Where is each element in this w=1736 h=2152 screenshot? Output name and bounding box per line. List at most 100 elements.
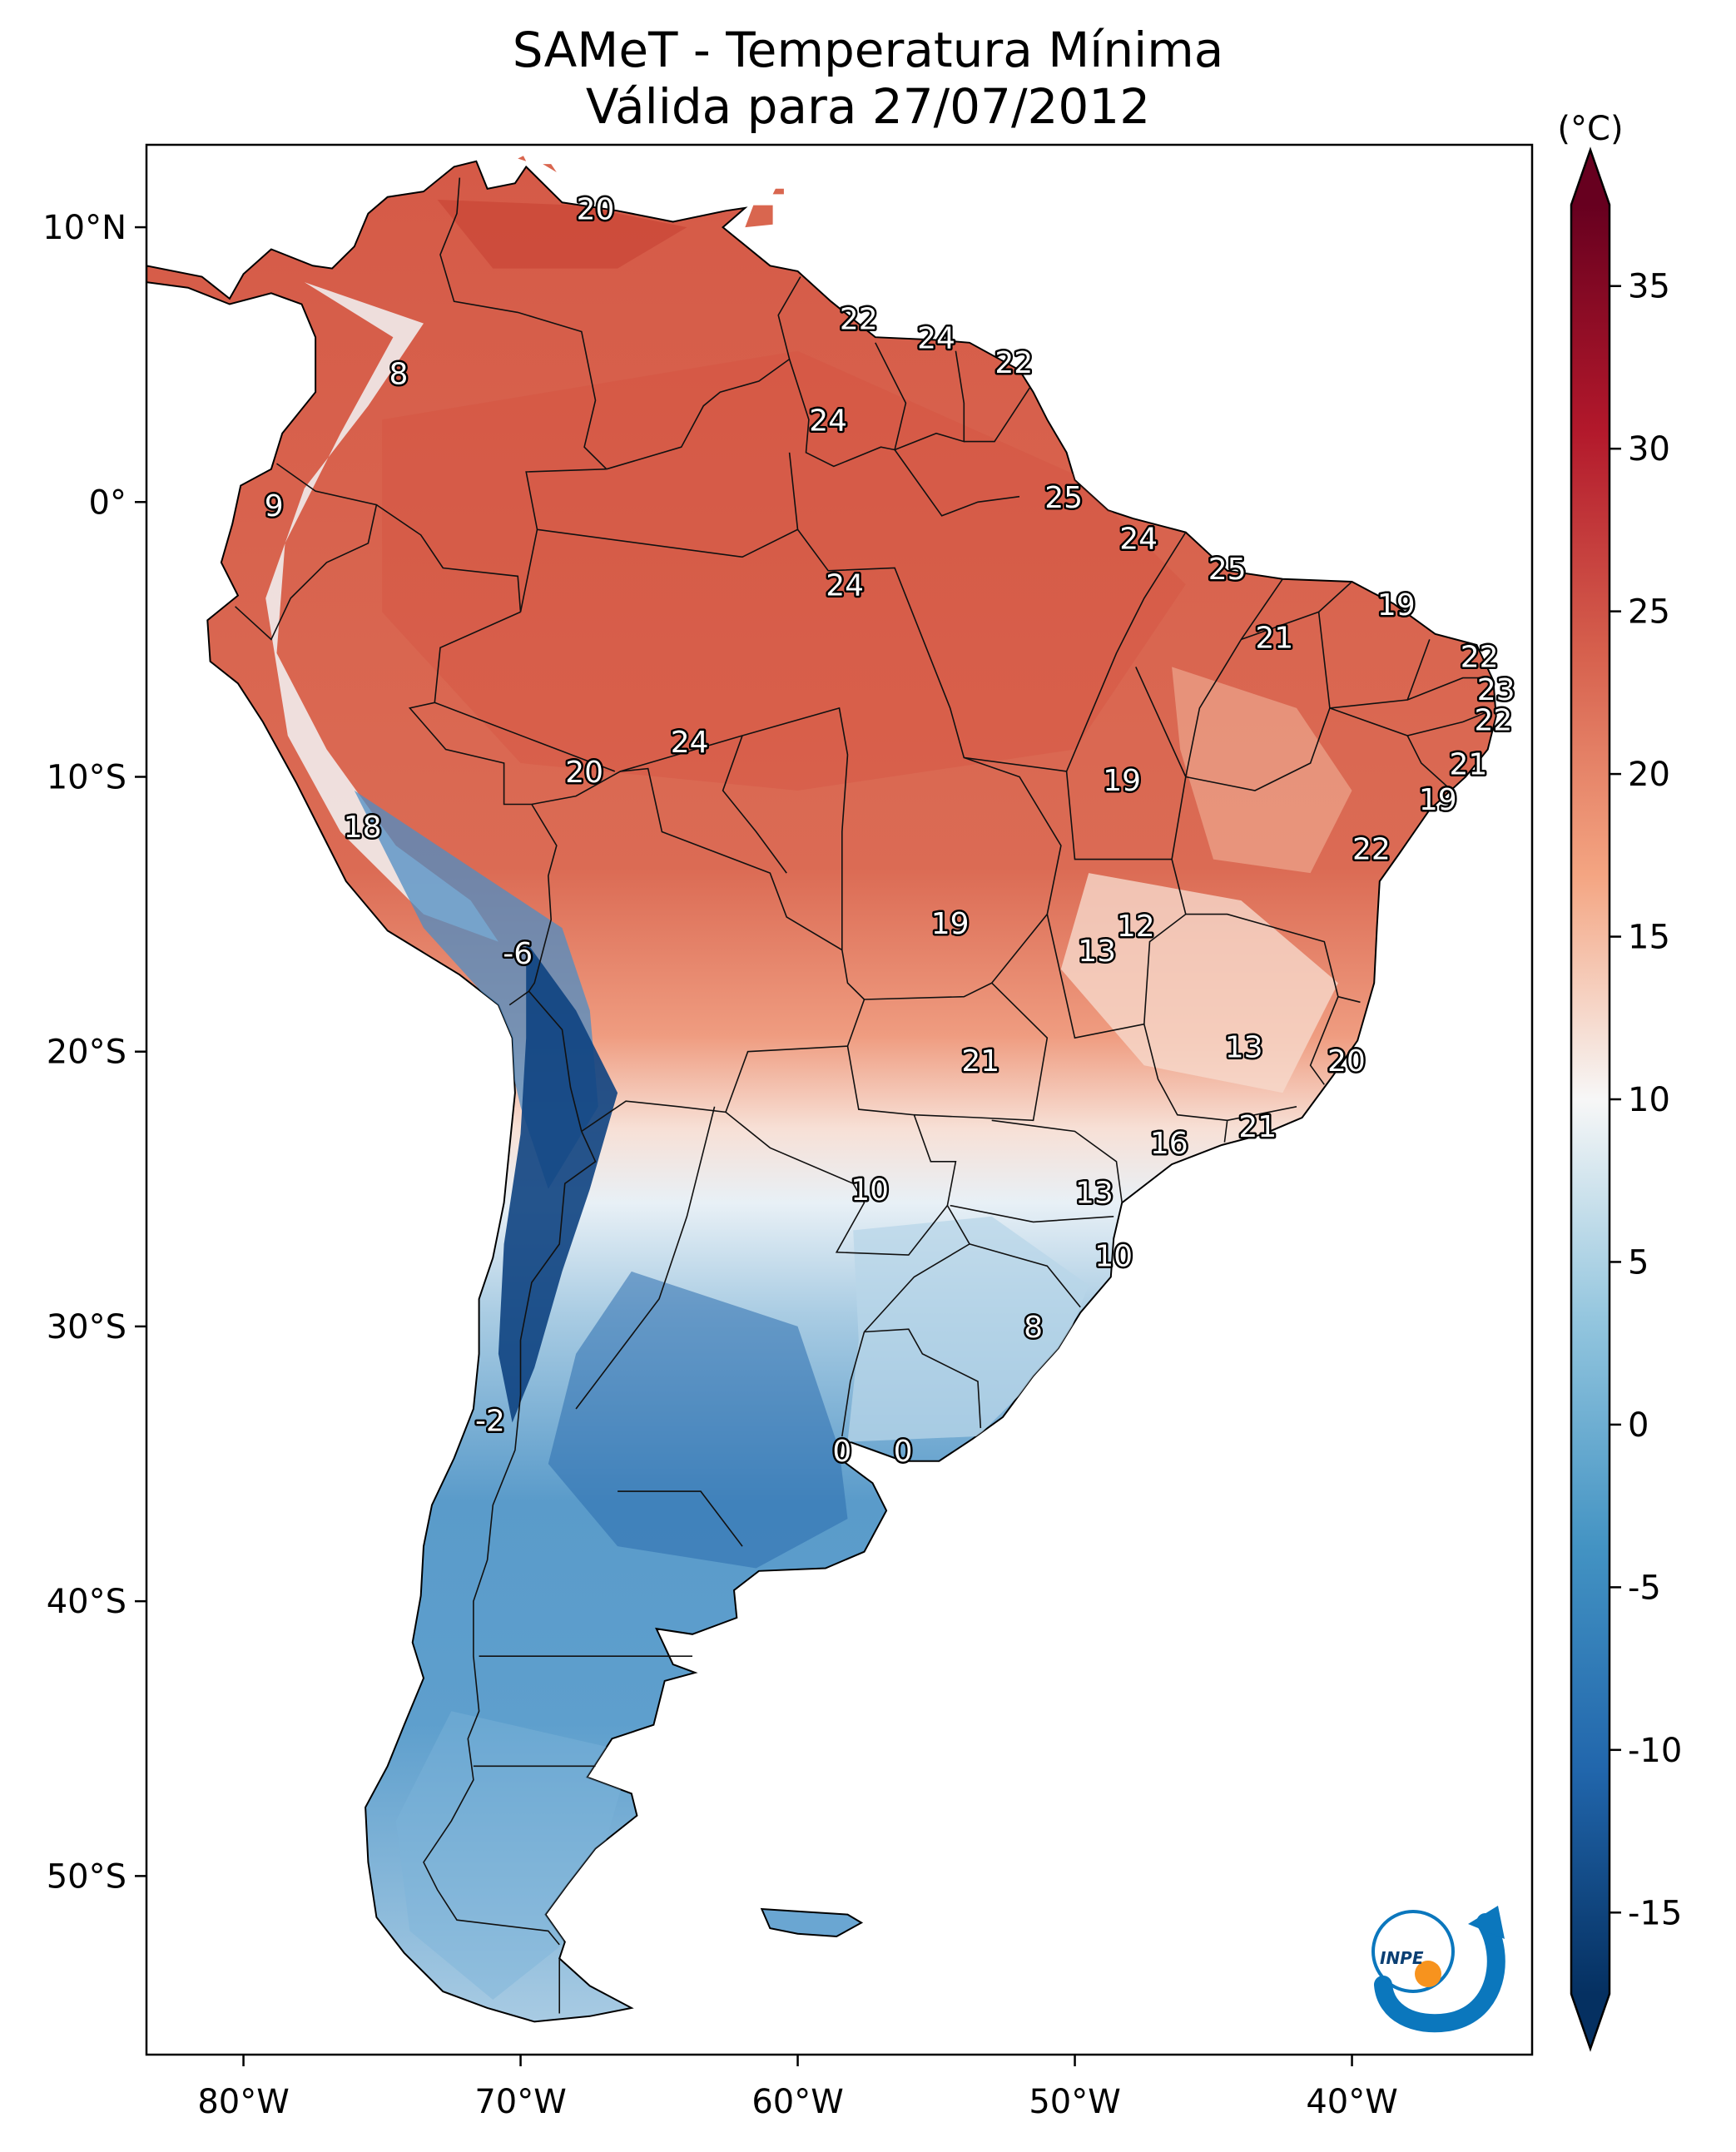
lon-tick-label: 70°W: [474, 2083, 566, 2121]
border-paraguay-argentina: [725, 1111, 949, 1256]
station-label: 24: [1119, 523, 1158, 557]
falkland-islands: [760, 1907, 864, 1938]
state-rj-sp: [1223, 1120, 1228, 1143]
chart-title-line2: Válida para 27/07/2012: [585, 78, 1151, 135]
colorbar-unit-label: (°C): [1557, 110, 1623, 148]
state-mato-grosso-do-sul: [914, 982, 1049, 1122]
station-label: 24: [826, 569, 864, 603]
province-argentina-mid: [618, 1490, 743, 1547]
border-bolivia-brazil: [531, 767, 866, 1000]
station-label: 22: [994, 346, 1033, 380]
state-tocantins-para: [1065, 532, 1187, 772]
station-label: 20: [565, 756, 603, 790]
colorbar-tick-label: 20: [1628, 756, 1670, 794]
amazon-warm: [382, 350, 1186, 791]
colorbar-tick-label: 0: [1628, 1406, 1649, 1445]
map-frame: [145, 143, 1534, 2056]
station-label: -2: [475, 1405, 505, 1439]
colorbar: 35 30 25 20 15 10 5 0 -5 -10 -15 (°C): [1557, 110, 1682, 2052]
border-chile-argentina: [423, 1131, 597, 1946]
lon-tick-label: 60°W: [751, 2083, 843, 2121]
colorbar-min-arrow: [1571, 1994, 1610, 2049]
border-uruguay-brazil: [864, 1328, 982, 1429]
station-label: 0: [894, 1435, 913, 1469]
colorbar-tick-label: 10: [1628, 1081, 1670, 1119]
station-label: 22: [840, 302, 878, 336]
lat-tick-label: 10°N: [42, 209, 126, 247]
border-colombia-peru: [375, 503, 522, 612]
colorbar-tick-label: 30: [1628, 430, 1670, 469]
lon-tick-label: 50°W: [1029, 2083, 1120, 2121]
border-colombia-brazil: [519, 468, 607, 612]
state-goias: [1046, 859, 1187, 1039]
state-bahia-minas: [1185, 913, 1361, 1004]
province-argentina-north: [575, 1106, 716, 1410]
state-sp-parana: [991, 1119, 1123, 1203]
station-label: 12: [1117, 910, 1155, 944]
station-label: 13: [1075, 1176, 1114, 1210]
lat-tick-label: 30°S: [47, 1308, 126, 1346]
station-label: 21: [1255, 621, 1293, 655]
brazil-plateau-mild: [1060, 873, 1338, 1093]
state-sc-rs: [969, 1243, 1081, 1308]
station-label: 24: [671, 726, 709, 760]
lat-tick-label: 0°: [89, 483, 126, 522]
state-pernambuco: [1329, 707, 1491, 736]
station-label: 20: [577, 192, 615, 226]
station-label: -6: [503, 937, 533, 971]
state-parana-sc: [950, 1204, 1114, 1223]
station-label: 9: [265, 489, 284, 523]
station-label: 24: [809, 404, 847, 439]
station-label: 13: [1078, 935, 1116, 969]
station-label: 23: [1477, 673, 1515, 707]
station-label: 21: [1449, 747, 1487, 781]
state-maranhao-piaui: [1185, 578, 1283, 777]
station-label: 8: [1024, 1311, 1043, 1345]
station-label: 0: [832, 1435, 851, 1469]
bahia-mild: [1172, 667, 1352, 874]
lon-tick-label: 80°W: [197, 2083, 289, 2121]
state-rondonia: [722, 735, 787, 874]
station-label: 19: [1377, 588, 1416, 622]
colorbar-tick-label: 5: [1628, 1243, 1649, 1282]
border-chile-bolivia: [528, 990, 583, 1132]
colorbar-tick-label: 15: [1628, 919, 1670, 957]
station-label: 18: [344, 811, 382, 845]
station-label: 25: [1044, 481, 1083, 515]
colorbar-outline: [1570, 146, 1611, 2052]
state-ceara-west: [1318, 581, 1353, 612]
border-ecuador: [235, 463, 378, 641]
state-para-amazonas: [537, 528, 1067, 772]
border-argentina-brazil: [863, 1205, 971, 1333]
colorbar-max-arrow: [1571, 150, 1610, 205]
andes-cold-strip: [265, 282, 498, 942]
political-borders: [235, 177, 1491, 2014]
station-label: 10: [851, 1173, 889, 1207]
colorbar-tick-label: -15: [1628, 1894, 1682, 1932]
station-label: 25: [1208, 553, 1247, 587]
lon-tick-label: 40°W: [1306, 2083, 1397, 2121]
station-label: 22: [1474, 704, 1512, 738]
station-label: 22: [1461, 641, 1499, 675]
state-roraima: [788, 452, 799, 530]
station-label: 20: [1327, 1044, 1366, 1078]
lat-tick-label: 40°S: [47, 1583, 126, 1621]
state-piaui: [1185, 611, 1331, 791]
station-label: 21: [1238, 1110, 1277, 1144]
border-peru-brazil: [408, 611, 532, 806]
state-minas-sp-rj: [1143, 1024, 1297, 1122]
station-label: 19: [931, 907, 970, 941]
station-label: 19: [1103, 764, 1141, 798]
patagonia-cool: [395, 1711, 632, 2000]
border-colombia-venezuela: [439, 177, 608, 470]
state-acre: [434, 702, 616, 772]
station-label: 10: [1094, 1239, 1133, 1273]
logo-text: INPE: [1380, 1948, 1424, 1968]
colorbar-tick-label: -5: [1628, 1569, 1661, 1607]
station-label: 13: [1225, 1030, 1263, 1064]
station-label: 24: [917, 322, 955, 356]
lat-tick-label: 20°S: [47, 1034, 126, 1072]
state-amapa: [894, 449, 1020, 517]
